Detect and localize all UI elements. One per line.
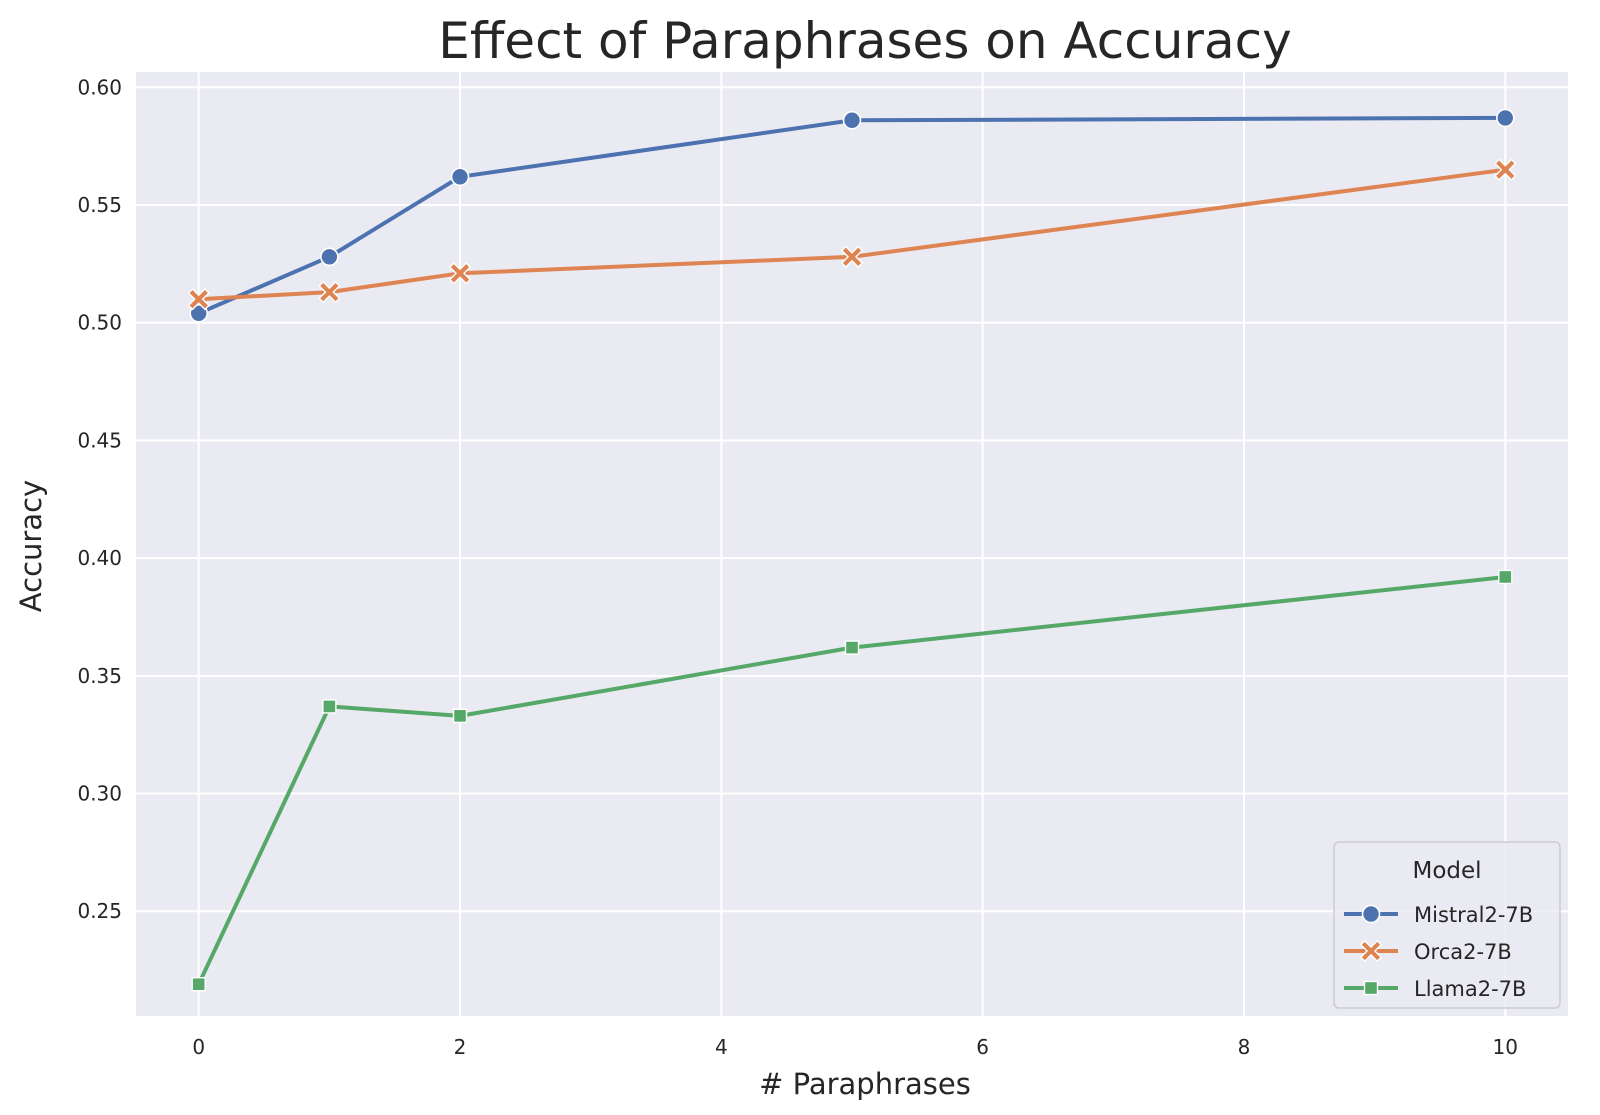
- x-tick-label: 6: [976, 1035, 989, 1059]
- series-llama2-7b: [191, 569, 1513, 992]
- data-point-orca2-7b: [840, 245, 864, 268]
- data-point-orca2-7b: [318, 280, 341, 304]
- legend-label: Mistral2-7B: [1414, 903, 1533, 927]
- legend-marker: [1363, 980, 1379, 996]
- x-tick-label: 10: [1493, 1035, 1518, 1059]
- data-point-llama2-7b: [844, 640, 860, 655]
- legend: Model Mistral2-7B Orca2-7B Llama2-7B: [1333, 841, 1561, 1009]
- data-point-llama2-7b: [1498, 569, 1513, 585]
- series-mistral2-7b: [189, 108, 1515, 323]
- legend-box: [1333, 841, 1561, 1009]
- y-tick-label: 0.45: [77, 428, 122, 452]
- data-point-llama2-7b: [452, 708, 468, 724]
- data-point-mistral2-7b: [320, 247, 339, 267]
- chart-title: Effect of Paraphrases on Accuracy: [438, 12, 1291, 70]
- legend-item-llama2-7b: Llama2-7B: [1344, 977, 1526, 1001]
- data-point-orca2-7b: [187, 288, 210, 311]
- legend-marker: [1359, 939, 1383, 963]
- data-point-llama2-7b: [191, 977, 206, 992]
- data-point-mistral2-7b: [189, 303, 209, 323]
- legend-item-mistral2-7b: Mistral2-7B: [1344, 903, 1533, 927]
- x-tick-label: 2: [454, 1035, 467, 1059]
- x-axis-label: # Paraphrases: [759, 1067, 971, 1101]
- data-point-llama2-7b: [322, 699, 337, 714]
- y-axis-label: Accuracy: [14, 480, 48, 612]
- x-tick-label: 4: [715, 1035, 728, 1059]
- legend-label: Orca2-7B: [1414, 940, 1512, 964]
- y-tick-label: 0.25: [77, 899, 122, 923]
- legend-item-orca2-7b: Orca2-7B: [1344, 939, 1512, 964]
- x-tick-label: 8: [1238, 1035, 1251, 1059]
- legend-marker: [1361, 904, 1381, 924]
- x-tick-label: 0: [192, 1035, 205, 1059]
- series-orca2-7b: [187, 158, 1517, 311]
- y-tick-label: 0.60: [77, 75, 122, 99]
- data-point-orca2-7b: [448, 262, 472, 285]
- y-tick-label: 0.40: [77, 546, 122, 570]
- y-tick-label: 0.30: [77, 782, 122, 806]
- data-point-orca2-7b: [1494, 158, 1517, 181]
- data-point-mistral2-7b: [842, 110, 862, 130]
- y-tick-label: 0.50: [77, 311, 122, 335]
- legend-title: Model: [1412, 858, 1481, 884]
- data-point-mistral2-7b: [1495, 108, 1515, 128]
- legend-label: Llama2-7B: [1414, 977, 1526, 1001]
- data-point-mistral2-7b: [450, 167, 470, 187]
- y-tick-label: 0.55: [77, 193, 122, 217]
- y-tick-label: 0.35: [77, 664, 122, 688]
